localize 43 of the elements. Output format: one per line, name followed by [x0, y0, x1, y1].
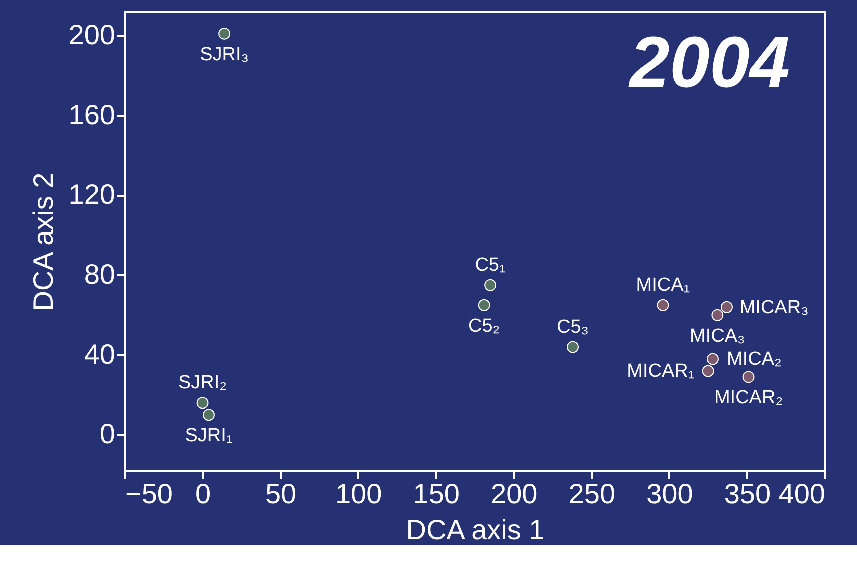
y-tick-label: 0 — [100, 418, 116, 450]
data-label: C5₁ — [475, 254, 506, 276]
annotation: 2004 — [628, 23, 790, 103]
data-label: MICAR₂ — [714, 388, 784, 409]
data-label: MICAR₃ — [740, 297, 809, 318]
x-tick-label: 250 — [568, 478, 616, 510]
data-label: MICA₂ — [727, 349, 782, 370]
point — [657, 299, 670, 312]
data-label: C5₂ — [468, 316, 500, 337]
point — [712, 309, 724, 322]
data-label: MICA₁ — [636, 274, 690, 296]
y-tick-label: 120 — [68, 179, 116, 210]
point — [196, 397, 209, 410]
point — [484, 279, 497, 292]
x-tick-label: 300 — [646, 478, 694, 510]
x-tick-label: 350 — [724, 478, 772, 510]
y-tick-label: 200 — [68, 19, 116, 50]
y-tick-label: 80 — [84, 258, 116, 290]
y-tick-label: 40 — [84, 338, 116, 370]
point — [218, 28, 231, 40]
point — [702, 365, 714, 378]
point — [203, 409, 215, 422]
point — [707, 353, 719, 366]
point — [567, 341, 579, 354]
y-axis-title: DCA axis 2 — [28, 172, 59, 312]
x-tick-label: 100 — [335, 478, 382, 510]
data-label: MICAR₁ — [627, 361, 695, 382]
point — [742, 371, 755, 384]
point — [478, 299, 490, 312]
x-tick-label: 200 — [491, 478, 538, 510]
x-tick-label: 400 — [778, 478, 826, 510]
x-tick-label: 50 — [265, 478, 297, 510]
data-label: SJRI₃ — [200, 44, 250, 66]
x-axis-title: DCA axis 1 — [406, 514, 545, 546]
x-tick-label: 150 — [413, 478, 460, 510]
x-tick-label: 0 — [195, 478, 212, 510]
x-tick-label: −50 — [126, 478, 173, 510]
data-label: SJRI₁ — [185, 426, 233, 447]
data-label: SJRI₂ — [178, 372, 228, 394]
data-label: C5₃ — [556, 316, 590, 338]
data-label: MICA₃ — [690, 326, 746, 347]
y-tick-label: 160 — [68, 99, 116, 130]
point — [721, 301, 733, 314]
